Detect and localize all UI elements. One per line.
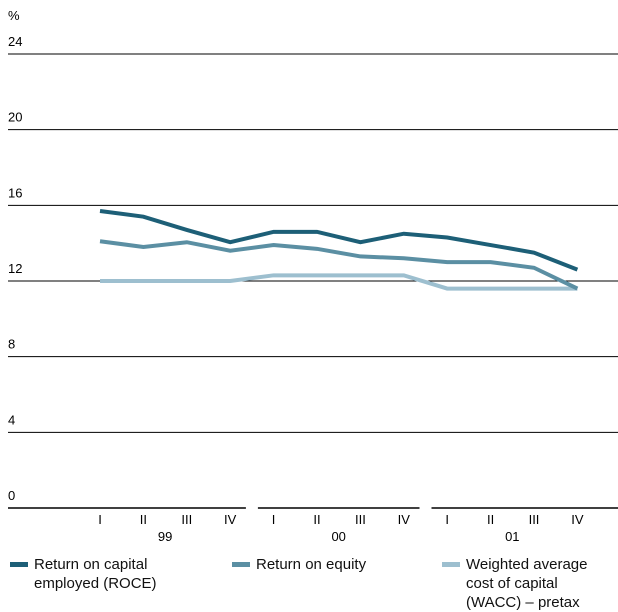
- x-tick-label: II: [140, 512, 147, 527]
- x-tick-label: I: [98, 512, 102, 527]
- legend-label: Return on equity: [256, 556, 367, 573]
- legend-item: Return on capital employed (ROCE): [10, 555, 210, 593]
- legend-swatch: [232, 562, 250, 567]
- x-tick-label: IV: [224, 512, 237, 527]
- y-tick-label: 20: [8, 110, 22, 125]
- y-tick-label: 12: [8, 261, 22, 276]
- y-tick-label: 0: [8, 488, 15, 503]
- year-label: 01: [505, 529, 519, 544]
- y-tick-label: 24: [8, 34, 22, 49]
- line: [99, 239, 579, 291]
- x-tick-label: III: [529, 512, 540, 527]
- x-tick-label: IV: [398, 512, 411, 527]
- legend-item: Weighted average cost of capital (WACC) …: [442, 555, 612, 612]
- x-tick-label: II: [487, 512, 494, 527]
- x-tick-label: I: [272, 512, 276, 527]
- y-tick-label: 8: [8, 337, 15, 352]
- legend-item: Return on equity: [232, 555, 432, 574]
- line: [99, 209, 579, 272]
- x-tick-label: IV: [571, 512, 584, 527]
- y-tick-label: 16: [8, 185, 22, 200]
- legend-swatch: [442, 562, 460, 567]
- x-tick-label: III: [181, 512, 192, 527]
- x-tick-label: III: [355, 512, 366, 527]
- x-tick-label: II: [313, 512, 320, 527]
- line: [100, 273, 578, 291]
- x-tick-label: I: [445, 512, 449, 527]
- year-label: 99: [158, 529, 172, 544]
- legend-swatch: [10, 562, 28, 567]
- y-unit: %: [8, 8, 20, 23]
- y-tick-label: 4: [8, 412, 15, 427]
- year-label: 00: [331, 529, 345, 544]
- legend-label: Weighted average cost of capital (WACC) …: [466, 556, 588, 611]
- legend-label: Return on capital employed (ROCE): [34, 556, 157, 592]
